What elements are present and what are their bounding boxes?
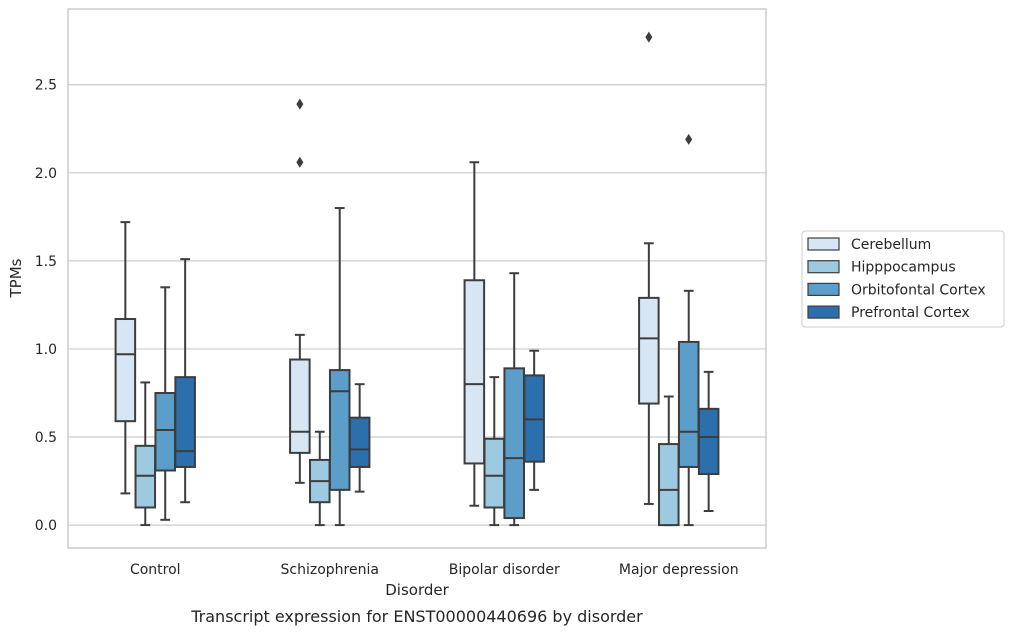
legend-item: Orbitofontal Cortex [807, 282, 986, 298]
x-tick-label: Bipolar disorder [449, 562, 560, 578]
box-plot-box [503, 272, 525, 527]
y-axis-label: TPMs [7, 258, 25, 298]
legend-label: Hipppocampus [851, 260, 956, 276]
y-tick-label: 2.0 [35, 166, 57, 182]
x-tick-label: Major depression [619, 562, 739, 578]
box-plot-box [483, 376, 506, 527]
series-hipppocampus [134, 376, 680, 527]
x-tick-label: Control [130, 562, 181, 578]
box-iqr [483, 437, 506, 509]
outlier-point [645, 31, 653, 43]
y-tick-label: 2.5 [35, 78, 57, 94]
box-plot-box [154, 286, 176, 521]
box-plot-box [463, 161, 486, 507]
box-iqr [328, 369, 351, 491]
legend-label: Prefrontal Cortex [851, 305, 970, 321]
box-plot-box [523, 349, 545, 491]
box-iqr [348, 416, 371, 468]
outlier-point [296, 98, 304, 110]
box-iqr [114, 318, 137, 423]
box-iqr [638, 296, 660, 405]
box-plot-box [114, 221, 137, 495]
y-tick-label: 0.5 [35, 430, 57, 446]
legend-swatch [807, 260, 840, 274]
x-axis-label: Disorder [385, 581, 449, 599]
box-plot-box [328, 207, 351, 527]
y-tick-label: 0.0 [35, 518, 57, 534]
legend-item: Prefrontal Cortex [807, 305, 970, 321]
box-plot-box [697, 370, 720, 513]
outlier-point [296, 156, 304, 168]
series-cerebellum [114, 31, 660, 507]
box-iqr [503, 367, 525, 520]
y-tick-label: 1.5 [35, 254, 57, 270]
box-plot-box [309, 430, 331, 527]
y-tick-label: 1.0 [35, 342, 57, 358]
legend: Cerebellum Hipppocampus Orbitofontal Corte… [801, 230, 1005, 328]
box-iqr [463, 279, 486, 465]
box-plot-box [348, 383, 371, 493]
legend-item: Hipppocampus [807, 260, 956, 276]
legend-label: Cerebellum [851, 237, 931, 253]
box-plot-box [289, 98, 311, 484]
box-iqr [154, 391, 176, 472]
legend-label: Orbitofontal Cortex [851, 282, 986, 298]
outlier-point [685, 133, 693, 145]
box-plot-series [114, 31, 720, 527]
box-iqr [289, 358, 311, 454]
box-plot-box [174, 258, 196, 504]
x-axis-ticks: Control Schizophrenia Bipolar disorder Majo… [130, 562, 739, 578]
box-iqr [697, 407, 720, 476]
box-plot-box [134, 381, 157, 527]
legend-item: Cerebellum [807, 237, 931, 253]
y-axis-ticks: 0.0 0.5 1.0 1.5 2.0 2.5 [35, 78, 57, 534]
box-iqr [174, 376, 196, 468]
legend-swatch [807, 282, 840, 296]
x-tick-label: Schizophrenia [281, 562, 379, 578]
box-iqr [658, 443, 680, 527]
chart-caption: Transcript expression for ENST0000044069… [190, 607, 643, 626]
box-plot-box [638, 31, 660, 505]
box-iqr [677, 340, 700, 468]
box-plot-box [677, 133, 700, 527]
legend-swatch [807, 305, 840, 319]
box-plot-box [658, 395, 680, 527]
plot-frame [67, 8, 767, 549]
legend-frame [801, 230, 1005, 328]
series-prefrontal-cortex [174, 258, 720, 513]
legend-swatch [807, 237, 840, 251]
series-orbitofontal-cortex [154, 133, 700, 527]
